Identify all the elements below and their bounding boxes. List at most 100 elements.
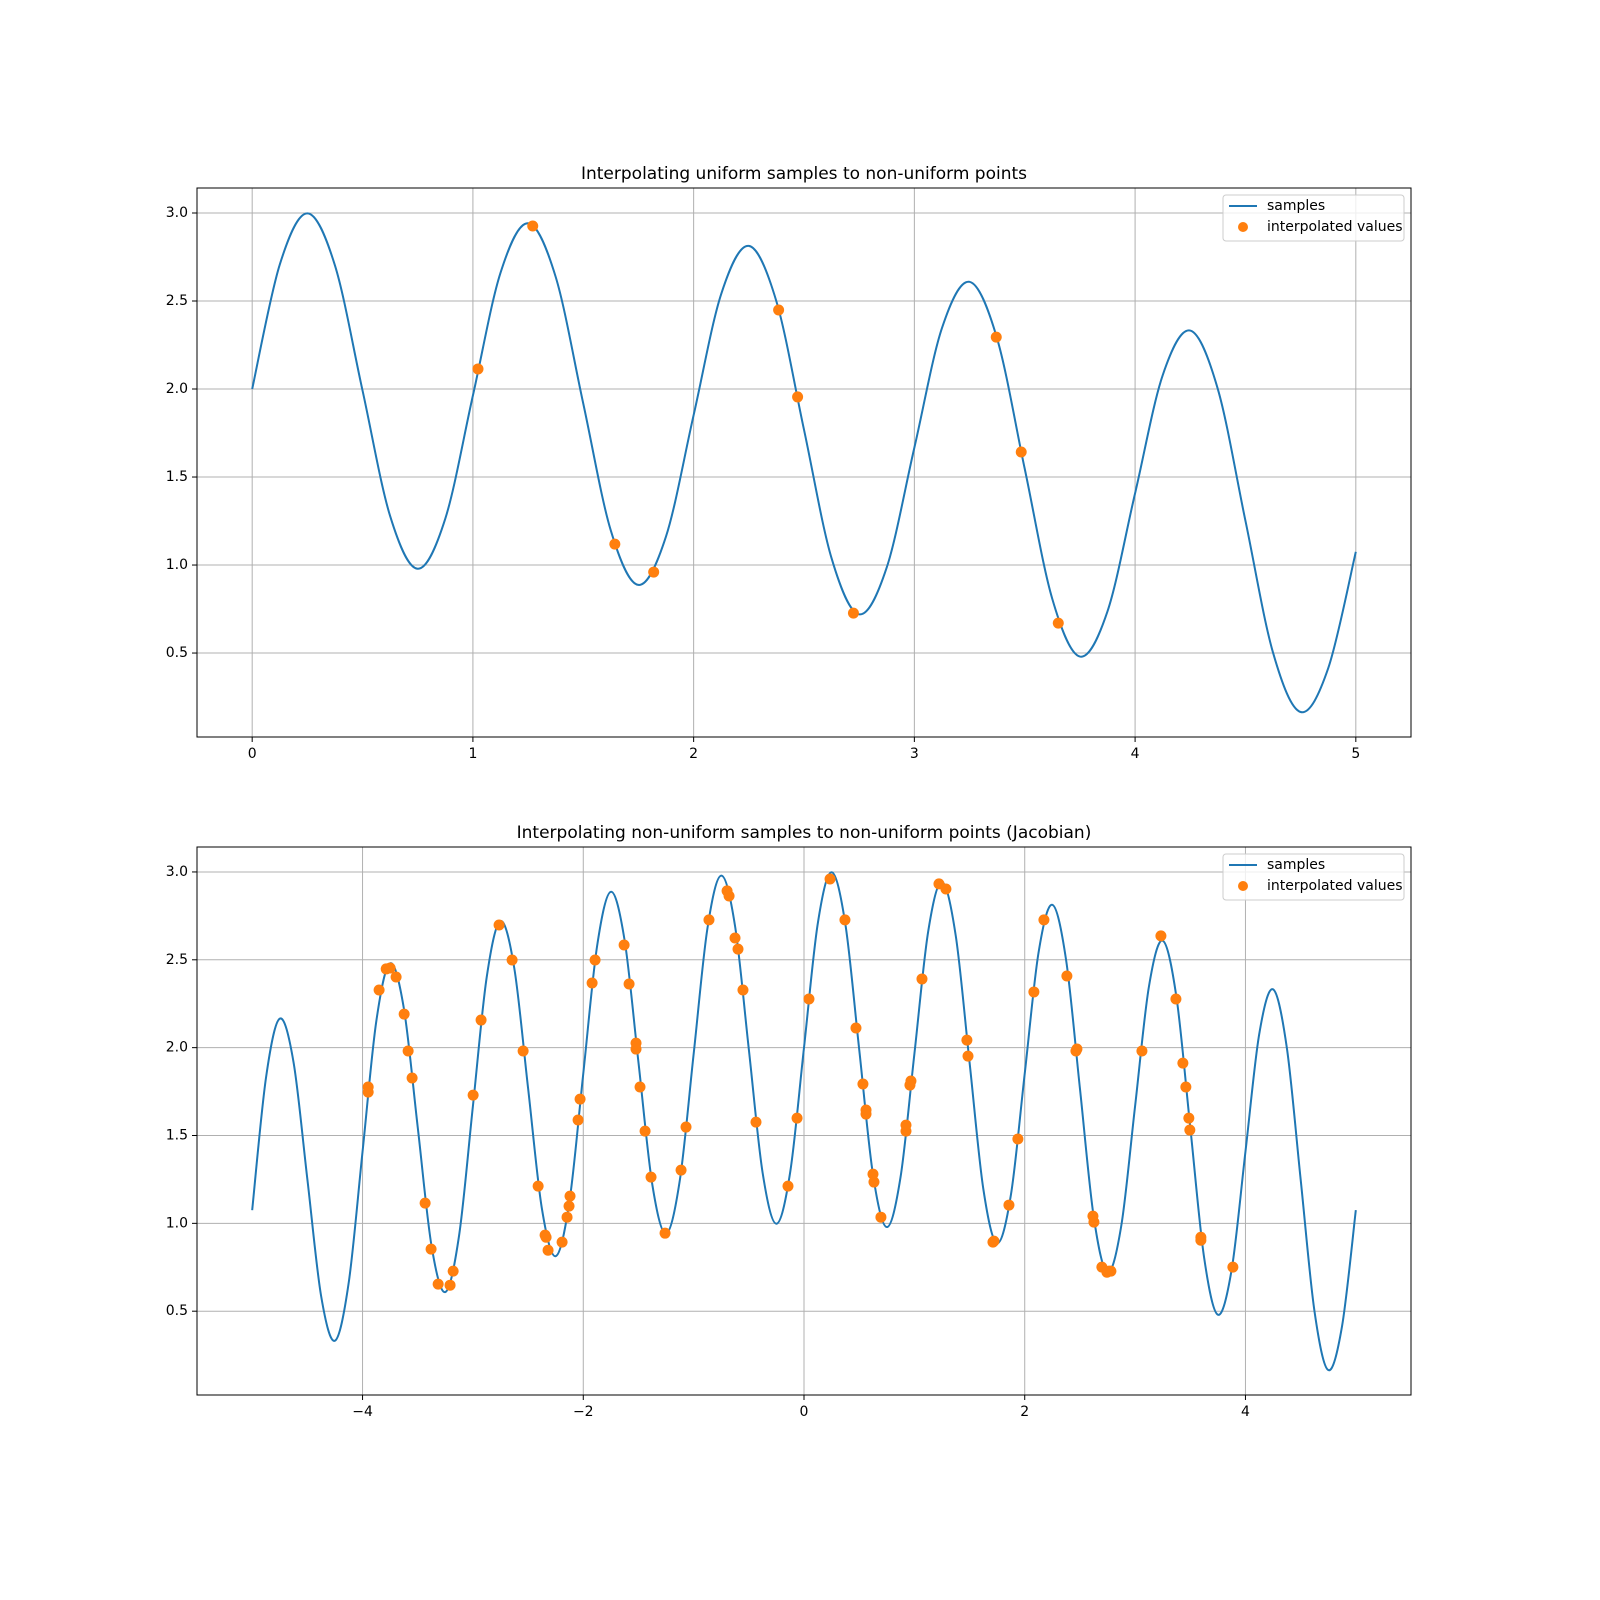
y-tick-label: 1.5 [166, 1127, 188, 1143]
sample-line [251, 212, 1357, 714]
scatter-point [732, 943, 744, 955]
scatter-point [432, 1278, 444, 1290]
scatter-point [860, 1108, 872, 1120]
scatter-point [1184, 1124, 1196, 1136]
scatter-point [634, 1081, 646, 1093]
scatter-point [1061, 970, 1073, 982]
x-tick-label: −4 [352, 1404, 373, 1420]
scatter-point [824, 873, 836, 885]
scatter-point [791, 1112, 803, 1124]
scatter-point [556, 1236, 568, 1248]
scatter-point [527, 220, 539, 232]
scatter-point [618, 939, 630, 951]
scatter-point [390, 971, 402, 983]
x-tick-label: 5 [1351, 746, 1360, 762]
scatter-point [1015, 446, 1027, 458]
scatter-point [1177, 1057, 1189, 1069]
scatter-point [572, 1114, 584, 1126]
scatter-point [384, 962, 396, 974]
scatter-point [1227, 1261, 1239, 1273]
y-tick-label: 1.0 [166, 557, 188, 573]
scatter-point [362, 1086, 374, 1098]
scatter-point [398, 1008, 410, 1020]
scatter-point [737, 984, 749, 996]
scatter-point [905, 1075, 917, 1087]
legend-label: interpolated values [1267, 878, 1403, 894]
scatter-point [648, 566, 660, 578]
legend-label: interpolated values [1267, 219, 1403, 235]
sample-line [251, 871, 1357, 1372]
scatter-point [645, 1171, 657, 1183]
scatter-point [1183, 1112, 1195, 1124]
legend-box [1222, 194, 1405, 242]
axes-frame [196, 187, 1412, 738]
scatter-point [1052, 617, 1064, 629]
scatter-point [564, 1190, 576, 1202]
scatter-point [729, 932, 741, 944]
scatter-point [444, 1279, 456, 1291]
scatter-point [962, 1050, 974, 1062]
scatter-point [609, 538, 621, 550]
scatter-point [990, 331, 1002, 343]
scatter-point [373, 984, 385, 996]
x-tick-label: −2 [573, 1404, 594, 1420]
scatter-point [493, 919, 505, 931]
scatter-point [506, 954, 518, 966]
scatter-point [1088, 1216, 1100, 1228]
scatter-point [916, 973, 928, 985]
y-tick-label: 2.0 [166, 381, 188, 397]
scatter-point [792, 391, 804, 403]
scatter-point [1155, 930, 1167, 942]
scatter-point [773, 304, 785, 316]
scatter-point [847, 607, 859, 619]
scatter-point [561, 1211, 573, 1223]
scatter-point [630, 1043, 642, 1055]
x-tick-label: 1 [468, 746, 477, 762]
x-tick-label: 0 [248, 746, 257, 762]
scatter-point [1195, 1234, 1207, 1246]
scatter-point [425, 1243, 437, 1255]
y-tick-label: 3.0 [166, 205, 188, 221]
scatter-point [875, 1211, 887, 1223]
legend-label: samples [1267, 857, 1325, 873]
scatter-point [1003, 1199, 1015, 1211]
scatter-point [1038, 914, 1050, 926]
y-tick-label: 0.5 [166, 1303, 188, 1319]
y-tick-label: 1.5 [166, 469, 188, 485]
scatter-point [589, 954, 601, 966]
x-tick-label: 2 [689, 746, 698, 762]
scatter-point [542, 1244, 554, 1256]
scatter-point [532, 1180, 544, 1192]
scatter-point [803, 993, 815, 1005]
y-tick-label: 1.0 [166, 1215, 188, 1231]
scatter-point [1180, 1081, 1192, 1093]
scatter-point [900, 1119, 912, 1131]
scatter-point [680, 1121, 692, 1133]
scatter-point [703, 914, 715, 926]
scatter-point [782, 1180, 794, 1192]
scatter-point [988, 1235, 1000, 1247]
scatter-point [940, 883, 952, 895]
axes-frame [196, 846, 1412, 1396]
scatter-point [467, 1089, 479, 1101]
x-tick-label: 2 [1020, 1404, 1029, 1420]
scatter-point [839, 914, 851, 926]
legend-label: samples [1267, 198, 1325, 214]
y-tick-label: 2.5 [166, 293, 188, 309]
y-tick-label: 0.5 [166, 645, 188, 661]
scatter-point [750, 1116, 762, 1128]
scatter-point [1028, 986, 1040, 998]
scatter-point [402, 1045, 414, 1057]
scatter-point [1136, 1045, 1148, 1057]
y-tick-label: 2.5 [166, 952, 188, 968]
x-tick-label: 0 [800, 1404, 809, 1420]
chart-title: Interpolating non-uniform samples to non… [517, 823, 1092, 843]
scatter-point [659, 1227, 671, 1239]
scatter-point [1071, 1043, 1083, 1055]
scatter-point [472, 363, 484, 375]
scatter-point [1170, 993, 1182, 1005]
scatter-point [675, 1164, 687, 1176]
scatter-point [406, 1072, 418, 1084]
